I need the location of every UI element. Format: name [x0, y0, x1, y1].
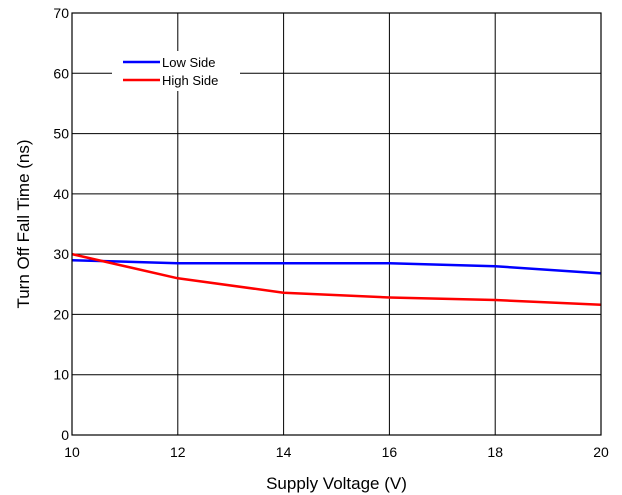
- y-tick-labels: 0 10 20 30 40 50 60 70: [53, 5, 69, 443]
- series-line-2: [71, 252, 602, 307]
- series-lines: [71, 252, 602, 307]
- plot-frame: [71, 12, 602, 436]
- legend-background: [112, 51, 240, 91]
- series-line-1: [71, 258, 602, 275]
- y-tick-label: 0: [61, 427, 69, 443]
- y-tick-label: 20: [53, 306, 69, 322]
- legend-label: High Side: [162, 73, 218, 88]
- legend-label: Low Side: [162, 55, 215, 70]
- x-tick-label: 18: [487, 444, 503, 460]
- x-tick-label: 20: [593, 444, 609, 460]
- y-tick-label: 60: [53, 65, 69, 81]
- x-axis-title: Supply Voltage (V): [266, 474, 407, 493]
- y-tick-label: 10: [53, 367, 69, 383]
- y-tick-label: 30: [53, 246, 69, 262]
- x-tick-label: 14: [276, 444, 292, 460]
- y-axis-title: Turn Off Fall Time (ns): [14, 139, 33, 308]
- x-tick-labels: 10 12 14 16 18 20: [64, 444, 609, 460]
- x-tick-label: 12: [170, 444, 186, 460]
- y-tick-label: 40: [53, 186, 69, 202]
- legend: Low Side High Side: [112, 51, 240, 91]
- x-tick-label: 16: [382, 444, 398, 460]
- x-tick-label: 10: [64, 444, 80, 460]
- y-tick-label: 50: [53, 126, 69, 142]
- y-tick-label: 70: [53, 5, 69, 21]
